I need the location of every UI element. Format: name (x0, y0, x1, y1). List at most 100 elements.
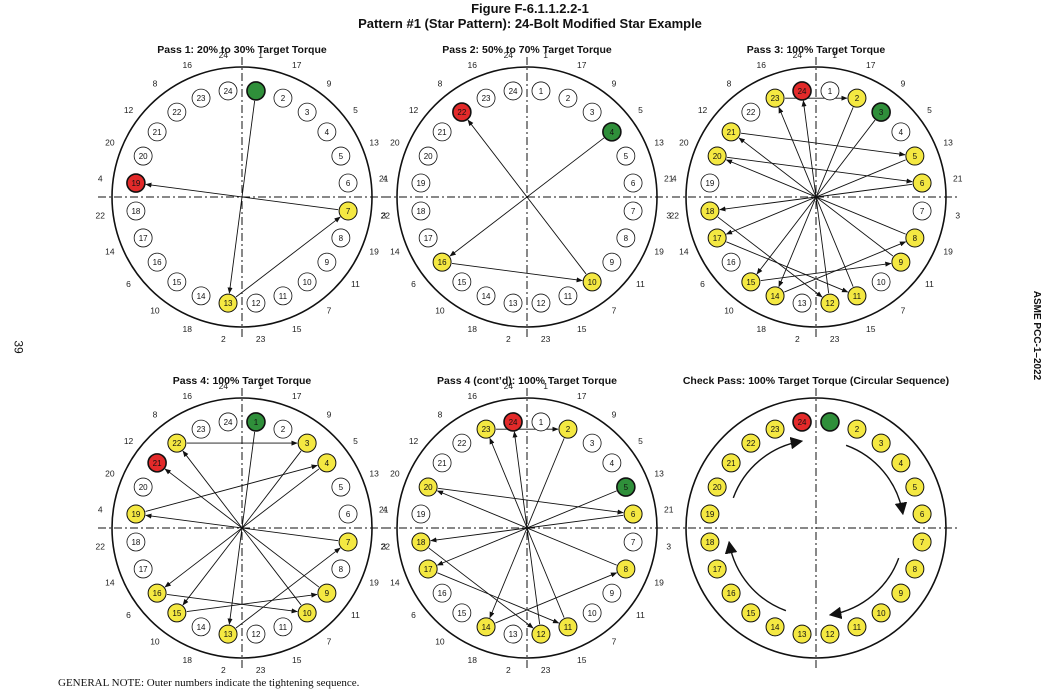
sequence-number: 11 (351, 610, 360, 620)
bolt-tightened (741, 433, 761, 453)
bolt (338, 173, 358, 193)
bolt-tightened (147, 583, 167, 603)
bolt-tightened (912, 504, 932, 524)
sequence-number: 19 (369, 247, 379, 257)
pass-title: Pass 2: 50% to 70% Target Torque (442, 44, 612, 56)
bolt (218, 412, 238, 432)
bolt (246, 624, 266, 644)
sequence-number: 19 (654, 247, 664, 257)
bolt-label: 21 (153, 459, 162, 468)
bolt-label: 3 (305, 439, 310, 448)
bolt (623, 532, 643, 552)
bolt-label: 18 (705, 207, 714, 216)
bolt-label: 2 (566, 425, 571, 434)
bolt (623, 201, 643, 221)
bolt (820, 81, 840, 101)
sequence-number: 10 (724, 305, 734, 315)
bolt-label: 2 (281, 94, 286, 103)
bolt-label: 11 (564, 292, 573, 301)
bolt-label: 9 (610, 258, 615, 267)
bolt-end (503, 412, 523, 432)
bolt-label: 8 (339, 565, 344, 574)
sequence-number: 16 (183, 391, 193, 401)
bolt-label: 2 (855, 94, 860, 103)
bolt-tightened (317, 453, 337, 473)
bolt (531, 81, 551, 101)
bolt-label: 22 (457, 108, 466, 117)
sequence-number: 7 (327, 636, 332, 646)
bolt (147, 122, 167, 142)
bolt-label: 13 (798, 299, 807, 308)
sequence-number: 5 (353, 436, 358, 446)
bolt (891, 122, 911, 142)
bolt-label: 6 (631, 510, 636, 519)
bolt-label: 6 (920, 179, 925, 188)
bolt-label: 16 (153, 258, 162, 267)
bolt-tightened (126, 504, 146, 524)
sequence-number: 24 (219, 50, 229, 60)
sequence-number: 22 (380, 542, 390, 552)
bolt-label: 22 (746, 108, 755, 117)
bolt-label: 7 (346, 207, 351, 216)
sequence-number: 12 (124, 436, 134, 446)
bolt-label: 4 (325, 459, 330, 468)
sequence-number: 8 (727, 79, 732, 89)
sequence-number: 4 (672, 173, 677, 183)
bolt (700, 173, 720, 193)
sequence-number: 6 (700, 279, 705, 289)
pass-title: Pass 4 (cont’d): 100% Target Torque (437, 375, 617, 387)
sequence-number: 15 (292, 655, 302, 665)
rotation-arrow (732, 436, 804, 499)
sequence-number: 4 (383, 504, 388, 514)
bolt-label: 15 (457, 609, 466, 618)
bolt-tightened (905, 228, 925, 248)
bolt (721, 252, 741, 272)
sequence-number: 20 (105, 137, 115, 147)
bolt-label: 3 (305, 108, 310, 117)
bolt-label: 24 (509, 87, 518, 96)
sequence-arrow (438, 487, 624, 515)
bolt-tightened (558, 419, 578, 439)
bolt-label: 20 (713, 483, 722, 492)
bolt-label: 10 (588, 278, 597, 287)
sequence-number: 14 (105, 578, 115, 588)
bolt-start (246, 81, 266, 101)
bolt-label: 17 (424, 234, 433, 243)
bolt-tightened (218, 293, 238, 313)
sequence-number: 21 (664, 173, 674, 183)
sequence-arrow (428, 547, 534, 629)
sequence-number: 2 (506, 665, 511, 675)
bolt (503, 624, 523, 644)
bolt-label: 19 (416, 179, 425, 188)
sequence-number: 20 (105, 468, 115, 478)
bolt-label: 4 (899, 128, 904, 137)
bolt (452, 272, 472, 292)
sequence-number: 24 (504, 50, 514, 60)
bolt (317, 252, 337, 272)
bolt (331, 477, 351, 497)
bolt-label: 24 (224, 87, 233, 96)
sequence-number: 5 (638, 436, 643, 446)
bolt (602, 453, 622, 473)
bolt (331, 228, 351, 248)
bolt-label: 10 (588, 609, 597, 618)
bolt-label: 20 (139, 152, 148, 161)
sequence-number: 23 (256, 334, 266, 344)
bolt-label: 12 (252, 630, 261, 639)
bolt-label: 17 (713, 565, 722, 574)
bolt-label: 22 (457, 439, 466, 448)
bolt-tightened (741, 603, 761, 623)
bolt-label: 12 (537, 630, 546, 639)
bolt (582, 603, 602, 623)
bolt-label: 13 (509, 299, 518, 308)
bolt-label: 17 (139, 565, 148, 574)
sequence-number: 6 (411, 279, 416, 289)
bolt-label: 19 (705, 510, 714, 519)
bolt-tightened (167, 433, 187, 453)
bolt (531, 293, 551, 313)
bolt (133, 146, 153, 166)
sequence-number: 4 (98, 504, 103, 514)
bolt (452, 433, 472, 453)
bolt-start (871, 102, 891, 122)
bolt-tightened (317, 583, 337, 603)
